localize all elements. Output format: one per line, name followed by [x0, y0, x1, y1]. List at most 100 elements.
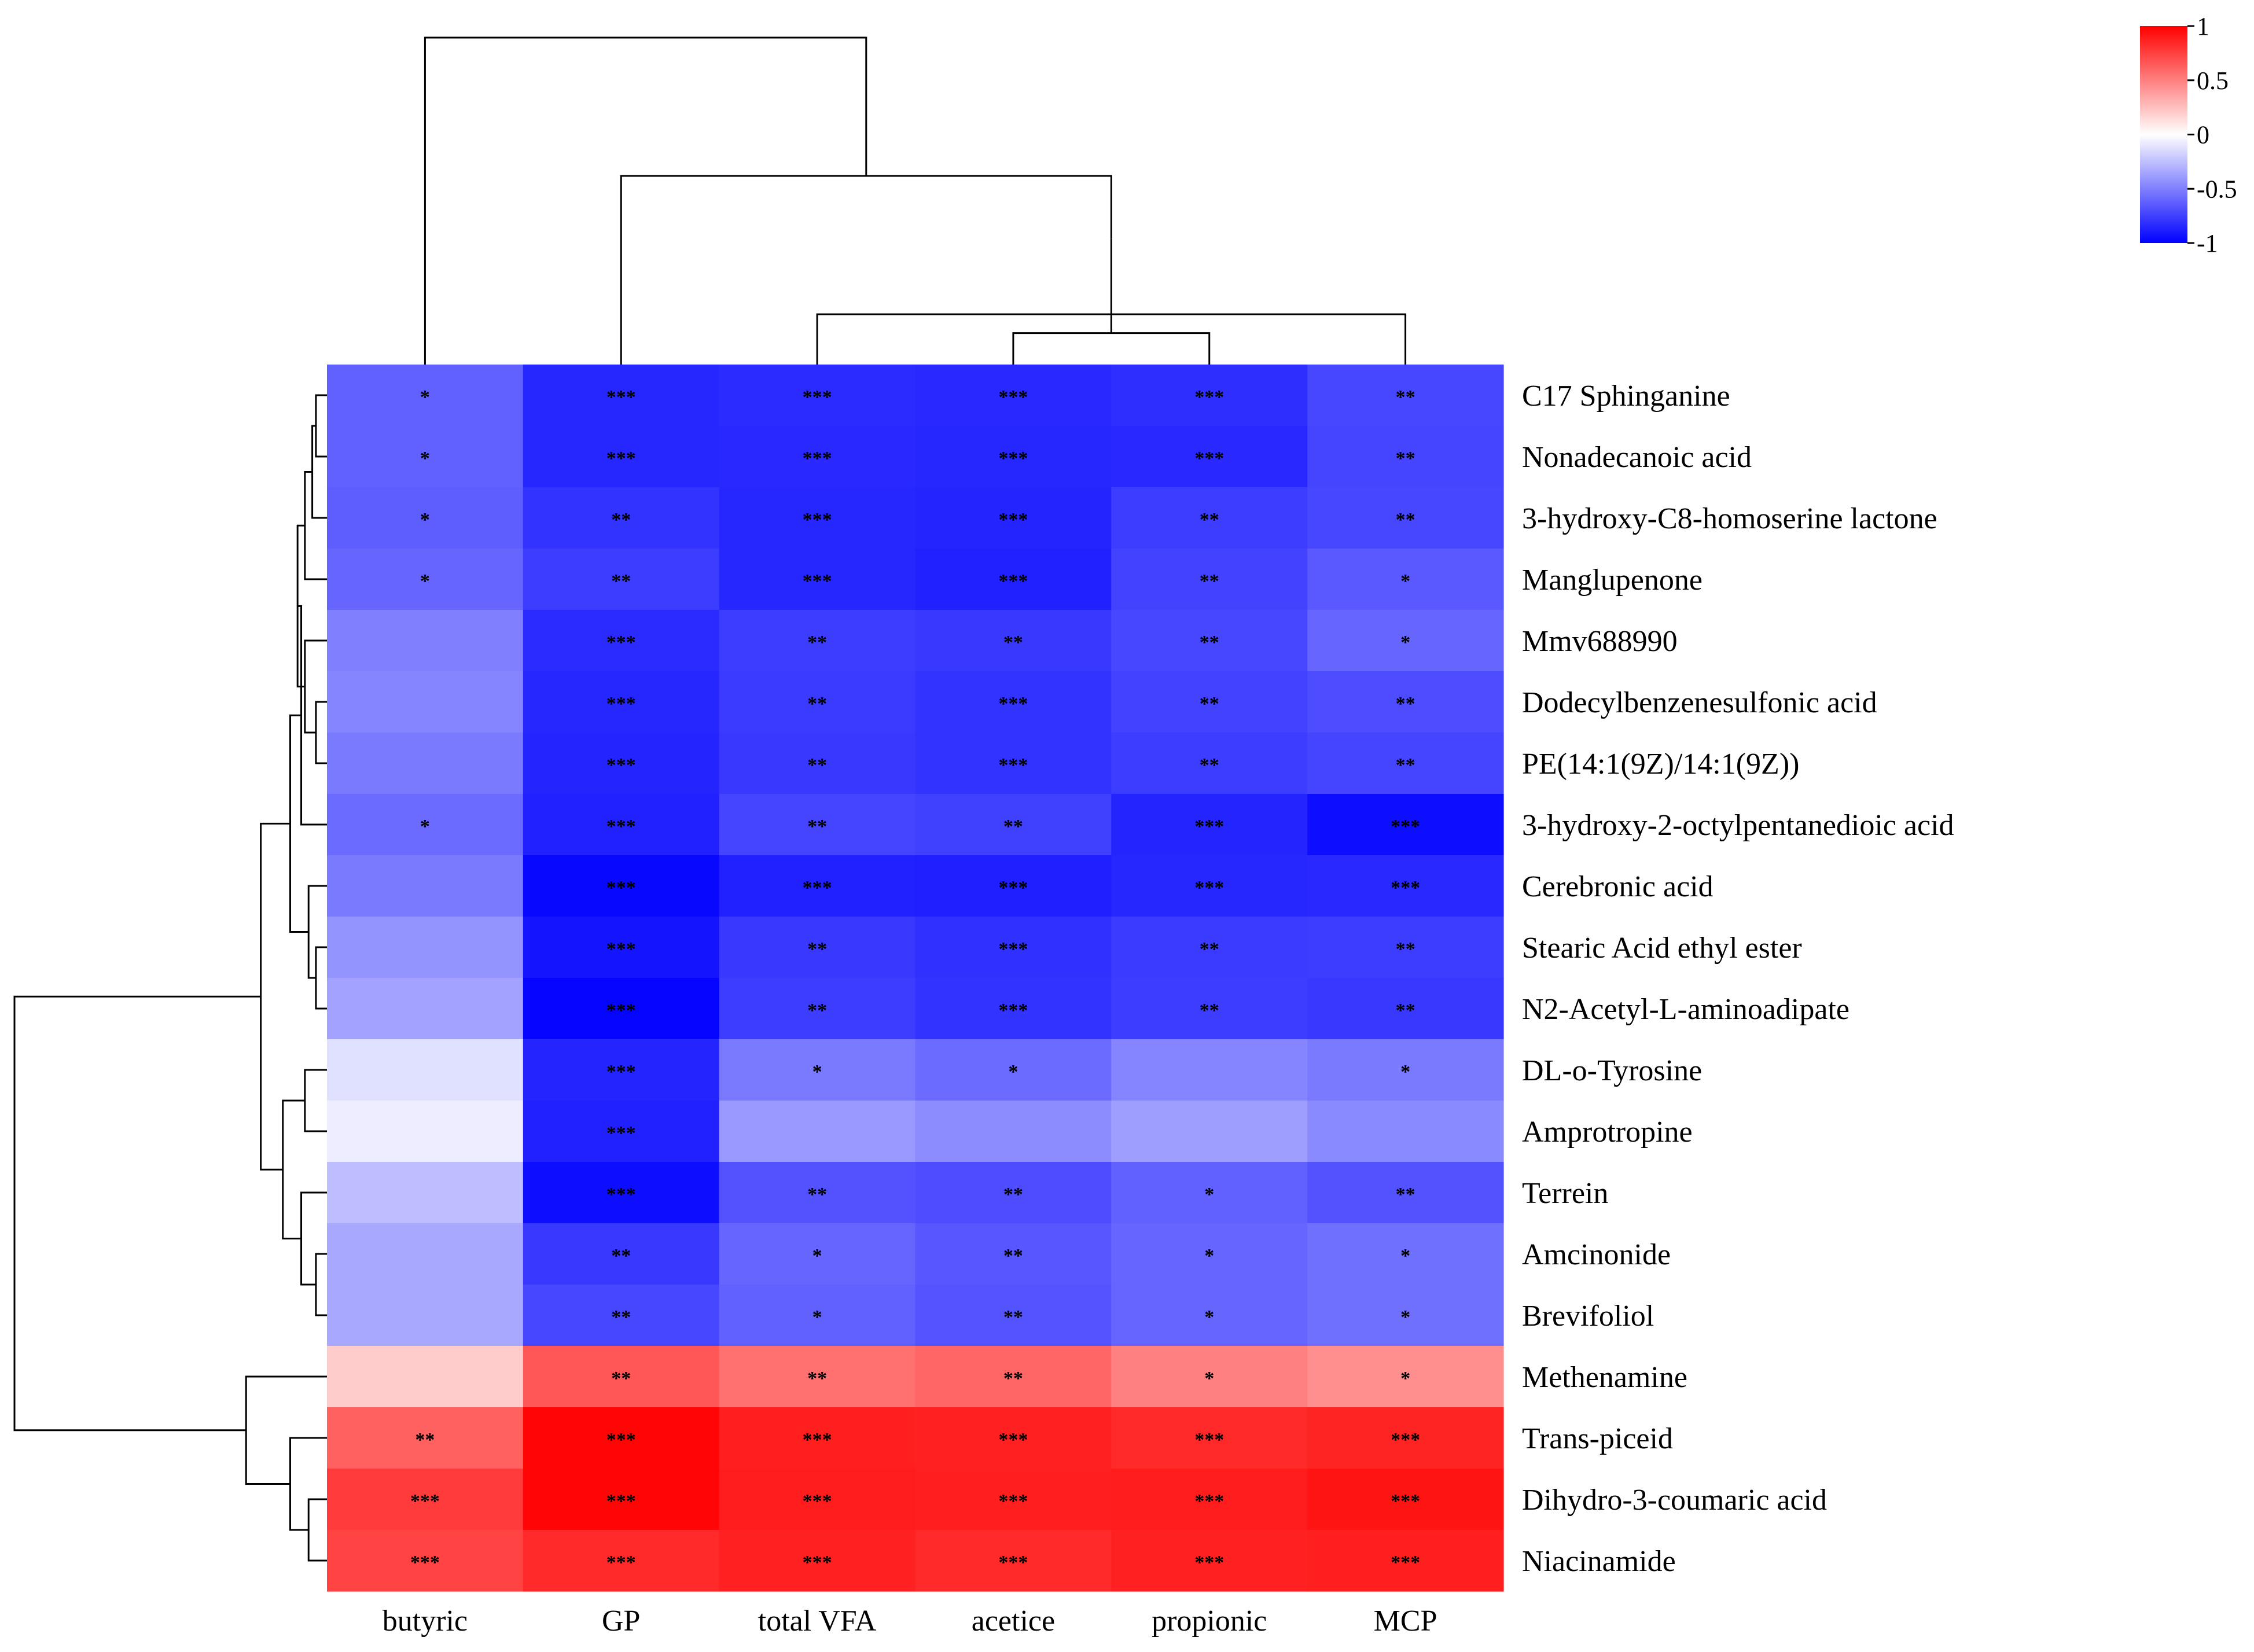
cell-c17-sphinganine-gp [523, 365, 720, 426]
row-label: N2-Acetyl-L-aminoadipate [1522, 993, 1849, 1026]
cell-3-hydroxy-c8-homoserine-lactone-propionic [1111, 487, 1308, 549]
dendrogram-link [297, 605, 327, 826]
cell-3-hydroxy-c8-homoserine-lactone-acetice [915, 487, 1112, 549]
cell-3-hydroxy-2-octylpentanedioic-acid-total-vfa [719, 794, 916, 856]
cell-dl-o-tyrosine-gp [523, 1039, 720, 1101]
cell-methenamine-total-vfa [719, 1346, 916, 1408]
cell-3-hydroxy-2-octylpentanedioic-acid-butyric [327, 794, 524, 856]
dendrogram-link [304, 471, 327, 580]
significance-mark: *** [606, 1491, 636, 1512]
cell-amcinonide-gp [523, 1223, 720, 1285]
dendrogram-link [1012, 332, 1211, 365]
significance-mark: ** [1003, 816, 1023, 837]
dendrogram-link [424, 36, 867, 365]
significance-mark: *** [606, 632, 636, 653]
cell-c17-sphinganine-total-vfa [719, 365, 916, 426]
cell-terrein-mcp [1307, 1162, 1504, 1224]
significance-mark: * [1204, 1307, 1214, 1328]
row-label: Cerebronic acid [1522, 870, 1714, 903]
cell-dihydro-3-coumaric-acid-butyric [327, 1469, 524, 1530]
significance-mark: *** [1194, 816, 1224, 837]
row-label: Dihydro-3-coumaric acid [1522, 1484, 1827, 1517]
cell-brevifoliol-acetice [915, 1285, 1112, 1346]
significance-mark: ** [611, 1245, 631, 1267]
significance-mark: * [1400, 1368, 1410, 1389]
cell-mmv688990-total-vfa [719, 610, 916, 672]
significance-mark: ** [1396, 1000, 1415, 1021]
significance-mark: ** [1396, 755, 1415, 776]
cell-stearic-acid-ethyl-ester-propionic [1111, 917, 1308, 978]
heatmap-cells [327, 365, 1504, 1592]
dendrogram-link [315, 946, 327, 1010]
cell-3-hydroxy-2-octylpentanedioic-acid-gp [523, 794, 720, 856]
significance-mark: *** [1194, 1429, 1224, 1451]
cell-nonadecanoic-acid-butyric [327, 426, 524, 488]
row-label: Trans-piceid [1522, 1422, 1673, 1455]
row-label: Stearic Acid ethyl ester [1522, 932, 1802, 965]
cell-trans-piceid-butyric [327, 1407, 524, 1469]
cell-amprotropine-propionic [1111, 1101, 1308, 1162]
row-label: Dodecylbenzenesulfonic acid [1522, 686, 1877, 719]
significance-mark: *** [606, 1123, 636, 1144]
cell-dihydro-3-coumaric-acid-total-vfa [719, 1469, 916, 1530]
cell-amcinonide-mcp [1307, 1223, 1504, 1285]
dendrogram-link [282, 1099, 305, 1239]
significance-mark: *** [410, 1552, 440, 1573]
significance-mark: *** [998, 1491, 1028, 1512]
significance-mark: ** [1200, 1000, 1219, 1021]
colorbar-gradient [2140, 26, 2187, 243]
dendrogram-link [260, 822, 291, 1171]
cell-amcinonide-acetice [915, 1223, 1112, 1285]
cell-3-hydroxy-c8-homoserine-lactone-mcp [1307, 487, 1504, 549]
significance-mark: *** [606, 1184, 636, 1205]
dendrogram-link [300, 1191, 327, 1286]
cell-methenamine-acetice [915, 1346, 1112, 1408]
significance-mark: ** [1396, 693, 1415, 715]
significance-mark: * [420, 816, 430, 837]
significance-mark: *** [606, 1429, 636, 1451]
dendrogram-link [13, 995, 261, 1432]
cell-dl-o-tyrosine-acetice [915, 1039, 1112, 1101]
row-dendrogram [13, 394, 327, 1562]
cell-amprotropine-butyric [327, 1101, 524, 1162]
cell-methenamine-gp [523, 1346, 720, 1408]
significance-mark: ** [1200, 693, 1219, 715]
cell-mmv688990-mcp [1307, 610, 1504, 672]
significance-mark: *** [803, 509, 832, 531]
cell-3-hydroxy-2-octylpentanedioic-acid-mcp [1307, 794, 1504, 856]
significance-mark: *** [998, 1429, 1028, 1451]
significance-mark: * [812, 1307, 822, 1328]
significance-mark: *** [606, 1552, 636, 1573]
cell-c17-sphinganine-butyric [327, 365, 524, 426]
cell-dl-o-tyrosine-mcp [1307, 1039, 1504, 1101]
cell-manglupenone-gp [523, 549, 720, 610]
cell-niacinamide-total-vfa [719, 1530, 916, 1592]
cell-nonadecanoic-acid-propionic [1111, 426, 1308, 488]
cell-pe-14-1-9z-14-1-9z-propionic [1111, 733, 1308, 794]
significance-mark: ** [807, 755, 827, 776]
dendrogram-link [620, 175, 1112, 365]
significance-mark: * [1008, 1061, 1018, 1083]
cell-amcinonide-total-vfa [719, 1223, 916, 1285]
significance-mark: *** [998, 387, 1028, 408]
significance-mark: *** [998, 693, 1028, 715]
significance-mark: *** [1391, 1552, 1420, 1573]
cell-c17-sphinganine-propionic [1111, 365, 1308, 426]
significance-mark: *** [606, 816, 636, 837]
significance-mark: * [1400, 571, 1410, 592]
row-label: Brevifoliol [1522, 1300, 1654, 1333]
significance-mark: ** [807, 816, 827, 837]
cell-dl-o-tyrosine-butyric [327, 1039, 524, 1101]
significance-mark: ** [1200, 939, 1219, 960]
cell-nonadecanoic-acid-acetice [915, 426, 1112, 488]
row-label: C17 Sphinganine [1522, 380, 1730, 413]
significance-mark: ** [1003, 632, 1023, 653]
significance-mark: *** [998, 1000, 1028, 1021]
significance-mark: *** [803, 1552, 832, 1573]
significance-mark: ** [1003, 1184, 1023, 1205]
cell-stearic-acid-ethyl-ester-mcp [1307, 917, 1504, 978]
significance-mark: *** [606, 387, 636, 408]
significance-mark: * [420, 571, 430, 592]
significance-mark: ** [807, 693, 827, 715]
